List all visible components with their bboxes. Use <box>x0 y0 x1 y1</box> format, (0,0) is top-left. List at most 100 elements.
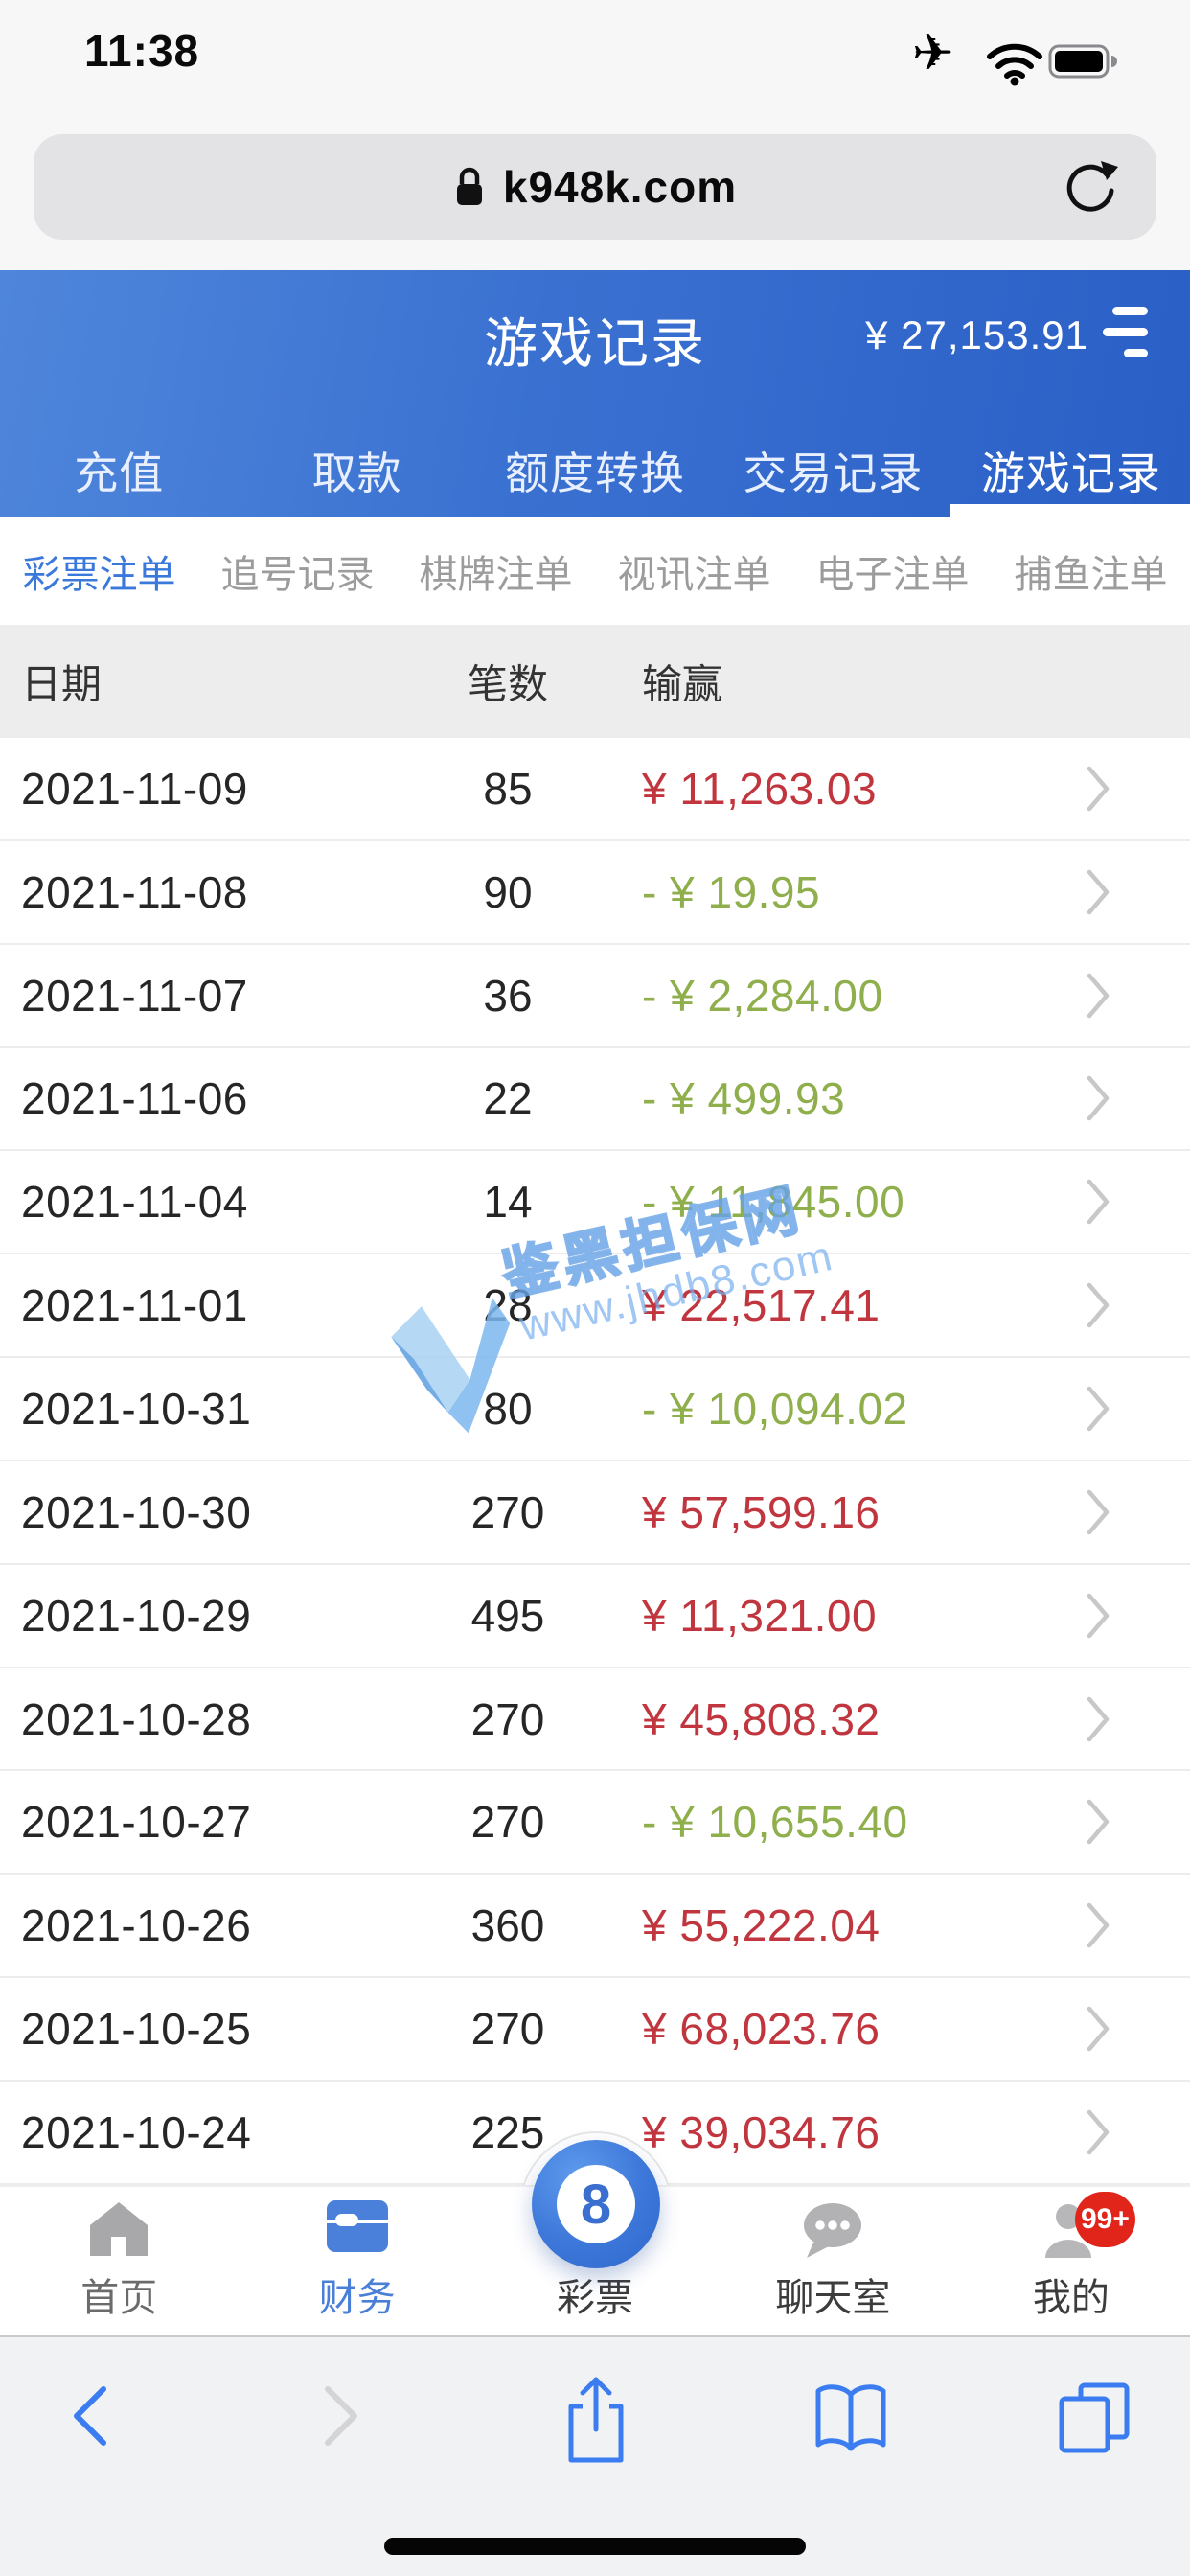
active-tab-indicator <box>950 504 1190 518</box>
row-amount: - ¥ 19.95 <box>642 866 821 917</box>
home-icon <box>90 2202 149 2256</box>
row-date: 2021-10-29 <box>21 1590 252 1641</box>
table-row[interactable]: 2021-10-27 270 - ¥ 10,655.40 <box>0 1771 1190 1875</box>
lock-icon <box>456 167 482 205</box>
chevron-right-icon <box>1087 973 1110 1018</box>
row-date: 2021-10-28 <box>21 1693 252 1744</box>
table-row[interactable]: 2021-11-07 36 - ¥ 2,284.00 <box>0 944 1190 1048</box>
row-count: 80 <box>483 1383 533 1434</box>
table-row[interactable]: 2021-11-04 14 - ¥ 11,845.00 <box>0 1151 1190 1255</box>
chevron-right-icon <box>1087 1386 1110 1432</box>
tab-transfer[interactable]: 额度转换 <box>505 448 686 498</box>
row-date: 2021-10-27 <box>21 1797 252 1848</box>
row-count: 36 <box>483 970 533 1021</box>
column-date: 日期 <box>21 661 103 707</box>
table-row[interactable]: 2021-10-29 495 ¥ 11,321.00 <box>0 1564 1190 1668</box>
row-amount: ¥ 11,263.03 <box>642 763 878 814</box>
row-date: 2021-10-30 <box>21 1486 252 1537</box>
bookmarks-icon[interactable] <box>811 2383 891 2458</box>
menu-icon[interactable] <box>1102 305 1148 362</box>
page-title: 游戏记录 <box>484 313 706 374</box>
row-amount: ¥ 57,599.16 <box>642 1486 881 1537</box>
user-icon <box>1044 2204 1091 2258</box>
row-date: 2021-11-09 <box>21 763 248 814</box>
table-row[interactable]: 2021-11-01 28 ¥ 22,517.41 <box>0 1254 1190 1359</box>
chevron-right-icon <box>1087 1180 1110 1225</box>
row-date: 2021-10-24 <box>21 2106 252 2157</box>
row-date: 2021-10-26 <box>21 1900 252 1951</box>
table-row[interactable]: 2021-10-26 360 ¥ 55,222.04 <box>0 1874 1190 1979</box>
chevron-right-icon <box>1087 1902 1110 1948</box>
row-amount: ¥ 22,517.41 <box>642 1280 881 1331</box>
reload-icon[interactable] <box>1063 159 1118 215</box>
subtab-lottery-bets[interactable]: 彩票注单 <box>22 554 176 596</box>
eight-ball-icon[interactable]: 8 <box>532 2140 660 2268</box>
row-count: 270 <box>470 1486 545 1537</box>
table-row[interactable]: 2021-10-28 270 ¥ 45,808.32 <box>0 1668 1190 1772</box>
row-date: 2021-10-31 <box>21 1383 252 1434</box>
table-row[interactable]: 2021-10-25 270 ¥ 68,023.76 <box>0 1978 1190 2082</box>
back-icon[interactable] <box>65 2385 126 2447</box>
table-row[interactable]: 2021-11-09 85 ¥ 11,263.03 <box>0 738 1190 841</box>
table-row[interactable]: 2021-11-06 22 - ¥ 499.93 <box>0 1047 1190 1152</box>
share-icon[interactable] <box>560 2374 632 2466</box>
browser-url-zone: k948k.com <box>0 96 1190 270</box>
chevron-right-icon <box>1087 869 1110 915</box>
chevron-right-icon <box>1087 2006 1110 2052</box>
battery-icon <box>1048 44 1117 79</box>
tab-game-records[interactable]: 游戏记录 <box>980 448 1161 498</box>
row-count: 225 <box>470 2106 545 2157</box>
wifi-icon <box>987 43 1042 86</box>
table-row[interactable]: 2021-10-30 270 ¥ 57,599.16 <box>0 1460 1190 1565</box>
chevron-right-icon <box>1087 1800 1110 1845</box>
chevron-right-icon <box>1087 1282 1110 1328</box>
forward-icon[interactable] <box>305 2385 366 2447</box>
tab-withdraw[interactable]: 取款 <box>311 448 402 498</box>
row-date: 2021-11-06 <box>21 1073 248 1124</box>
tab-bar-item-chatroom[interactable]: 聊天室 <box>714 2187 951 2335</box>
row-amount: - ¥ 11,845.00 <box>642 1177 905 1228</box>
airplane-mode-icon: ✈ <box>912 26 954 81</box>
row-count: 270 <box>470 1797 545 1848</box>
column-count: 笔数 <box>467 661 548 707</box>
subtab-slots-bets[interactable]: 电子注单 <box>815 554 970 596</box>
row-count: 495 <box>470 1590 545 1641</box>
address-bar[interactable]: k948k.com <box>34 134 1156 240</box>
row-amount: - ¥ 10,094.02 <box>642 1383 908 1434</box>
subtab-board-bets[interactable]: 棋牌注单 <box>419 554 573 596</box>
row-amount: - ¥ 499.93 <box>642 1073 846 1124</box>
row-amount: - ¥ 2,284.00 <box>642 970 883 1021</box>
row-date: 2021-11-07 <box>21 970 248 1021</box>
chevron-right-icon <box>1087 1696 1110 1741</box>
home-indicator[interactable] <box>384 2538 806 2555</box>
chevron-right-icon <box>1087 2109 1110 2155</box>
tab-transactions[interactable]: 交易记录 <box>743 448 924 498</box>
table-row[interactable]: 2021-11-08 90 - ¥ 19.95 <box>0 840 1190 945</box>
subtab-fishing-bets[interactable]: 捕鱼注单 <box>1014 554 1168 596</box>
row-count: 270 <box>470 2004 545 2055</box>
row-date: 2021-10-25 <box>21 2004 252 2055</box>
url-text: k948k.com <box>502 162 738 212</box>
table-row[interactable]: 2021-10-31 80 - ¥ 10,094.02 <box>0 1358 1190 1461</box>
row-amount: ¥ 45,808.32 <box>642 1693 881 1744</box>
subtab-chase-records[interactable]: 追号记录 <box>220 554 375 596</box>
table-row[interactable]: 2021-10-24 225 ¥ 39,034.76 <box>0 2081 1190 2185</box>
status-bar: 11:38 ✈ <box>0 0 1190 96</box>
tab-bar-label: 财务 <box>318 2277 396 2319</box>
row-date: 2021-11-08 <box>21 866 248 917</box>
tab-bar-item-lottery[interactable]: 彩票 <box>476 2187 714 2335</box>
tab-deposit[interactable]: 充值 <box>74 448 165 498</box>
chevron-right-icon <box>1087 1489 1110 1535</box>
balance-amount: ¥ 27,153.91 <box>865 312 1088 357</box>
tab-bar-item-home[interactable]: 首页 <box>0 2187 238 2335</box>
subtab-video-bets[interactable]: 视讯注单 <box>617 554 771 596</box>
row-date: 2021-11-04 <box>21 1177 248 1228</box>
row-amount: ¥ 39,034.76 <box>642 2106 881 2157</box>
chevron-right-icon <box>1087 1593 1110 1638</box>
row-count: 14 <box>483 1177 533 1228</box>
tabs-icon[interactable] <box>1056 2380 1133 2456</box>
tab-bar-item-mine[interactable]: 我的 <box>952 2187 1190 2335</box>
row-count: 360 <box>470 1900 545 1951</box>
tab-bar-item-finance[interactable]: 财务 <box>238 2187 475 2335</box>
row-count: 28 <box>483 1280 533 1331</box>
